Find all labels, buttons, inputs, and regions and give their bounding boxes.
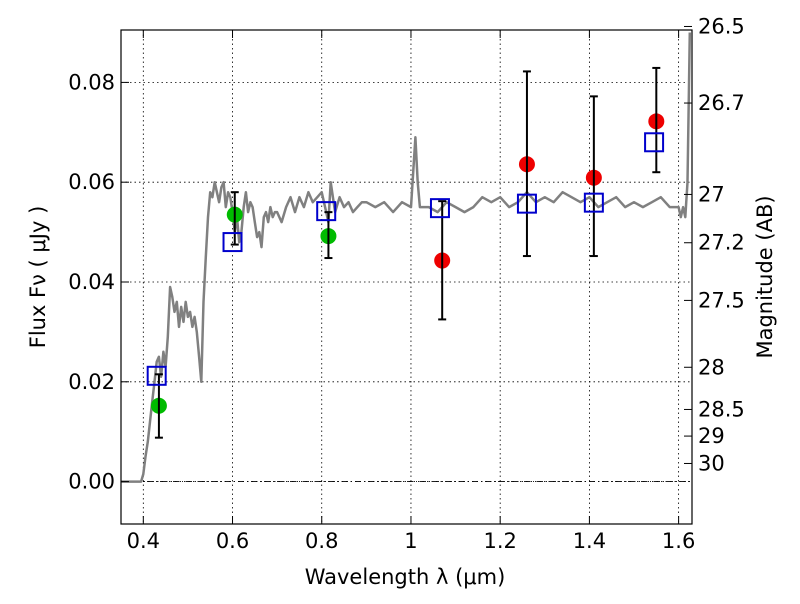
right-tick-label: 28.5: [698, 397, 745, 421]
x-tick-label: 1: [404, 529, 417, 553]
plot-layer: [121, 32, 692, 483]
model-flux-square: [222, 232, 243, 253]
model-flux-square: [644, 132, 665, 153]
y-tick-label: 0.00: [68, 470, 115, 494]
y-tick-label: 0.08: [68, 70, 115, 94]
axes-layer: 0.4 0.6 0.8 1 1.2 1.4 1.6 0.00 0.02 0.04 0.06 0.08 2…: [68, 14, 745, 553]
x-tick-label: 1.4: [573, 529, 606, 553]
model-flux-square: [516, 193, 537, 214]
right-tick-label: 29: [698, 424, 725, 448]
right-tick-label: 26.5: [698, 14, 745, 38]
right-tick-label: 27: [698, 182, 725, 206]
y-axis-label: Flux Fν ( μJy ): [26, 206, 50, 349]
right-tick-label: 26.7: [698, 91, 745, 115]
x-tick-label: 0.4: [127, 529, 160, 553]
x-tick-label: 1.6: [662, 529, 695, 553]
right-tick-label: 27.5: [698, 288, 745, 312]
model-flux-square: [146, 365, 167, 386]
right-tick-label: 30: [698, 451, 725, 475]
x-tick-label: 0.6: [216, 529, 249, 553]
plot-frame: [120, 29, 693, 525]
model-flux-square: [429, 198, 450, 219]
right-tick-label: 28: [698, 355, 725, 379]
right-tick-label: 27.2: [698, 231, 745, 255]
y-tick-label: 0.04: [68, 270, 115, 294]
model-flux-square: [316, 201, 337, 222]
y-tick-label: 0.06: [68, 170, 115, 194]
x-axis-label: Wavelength λ (μm): [305, 565, 506, 589]
model-spectrum-line: [121, 32, 692, 483]
grid-layer: [121, 30, 692, 524]
x-tick-label: 0.8: [305, 529, 338, 553]
x-tick-label: 1.2: [483, 529, 516, 553]
model-flux-square: [583, 192, 604, 213]
right-axis-label: Magnitude (AB): [753, 195, 777, 358]
y-tick-label: 0.02: [68, 370, 115, 394]
